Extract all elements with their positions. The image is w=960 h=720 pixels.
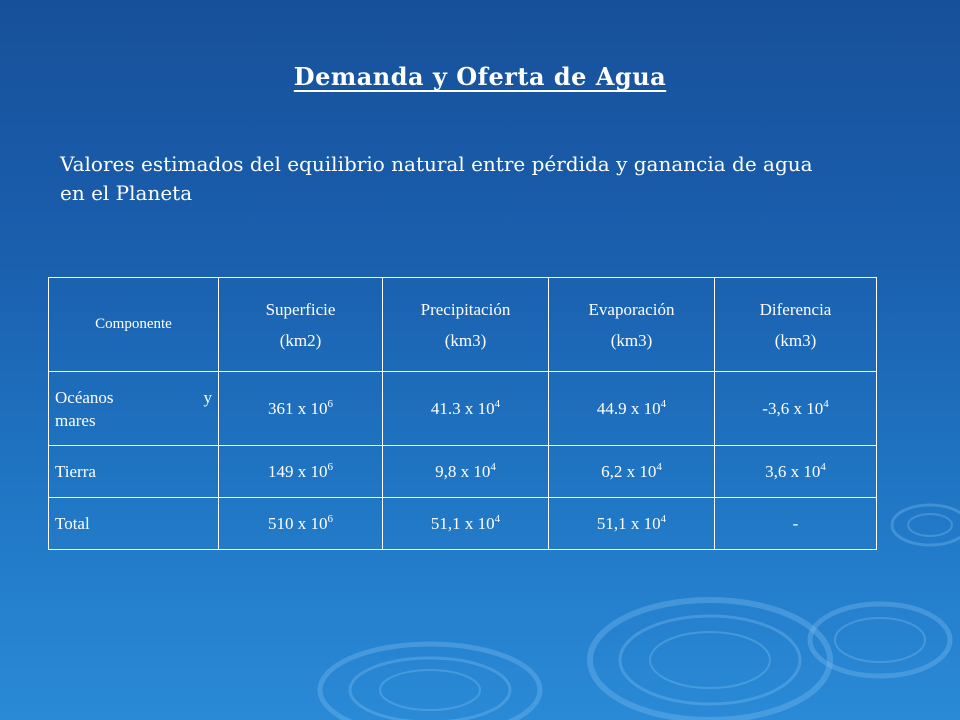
cell-superficie: 361 x 106: [218, 371, 383, 446]
header-diferencia: Diferencia (km3): [714, 277, 877, 372]
cell-precipitacion: 51,1 x 104: [382, 497, 549, 550]
cell-diferencia: -: [714, 497, 877, 550]
slide-subtitle: Valores estimados del equilibrio natural…: [60, 152, 813, 205]
cell-superficie: 149 x 106: [218, 445, 383, 498]
cell-component: Tierra: [48, 445, 219, 498]
cell-diferencia: -3,6 x 104: [714, 371, 877, 446]
cell-component: Océanos y mares: [48, 371, 219, 446]
cell-evaporacion: 51,1 x 104: [548, 497, 715, 550]
cell-precipitacion: 41.3 x 104: [382, 371, 549, 446]
header-componente: Componente: [48, 277, 219, 372]
header-evaporacion: Evaporación (km3): [548, 277, 715, 372]
table-row-total: Total 510 x 106 51,1 x 104 51,1 x 104 -: [48, 497, 877, 550]
water-balance-table: Componente Superficie (km2) Precipitación…: [48, 277, 877, 550]
cell-component: Total: [48, 497, 219, 550]
header-superficie: Superficie (km2): [218, 277, 383, 372]
header-precipitacion: Precipitación (km3): [382, 277, 549, 372]
table-header-row: Componente Superficie (km2) Precipitación…: [48, 277, 877, 372]
cell-diferencia: 3,6 x 104: [714, 445, 877, 498]
table-row-tierra: Tierra 149 x 106 9,8 x 104 6,2 x 104 3,6…: [48, 445, 877, 498]
cell-evaporacion: 6,2 x 104: [548, 445, 715, 498]
slide-title: Demanda y Oferta de Agua: [293, 62, 667, 91]
cell-superficie: 510 x 106: [218, 497, 383, 550]
cell-precipitacion: 9,8 x 104: [382, 445, 549, 498]
cell-evaporacion: 44.9 x 104: [548, 371, 715, 446]
table-row-oceanos: Océanos y mares 361 x 106 41.3 x 104 44.9…: [48, 371, 877, 446]
